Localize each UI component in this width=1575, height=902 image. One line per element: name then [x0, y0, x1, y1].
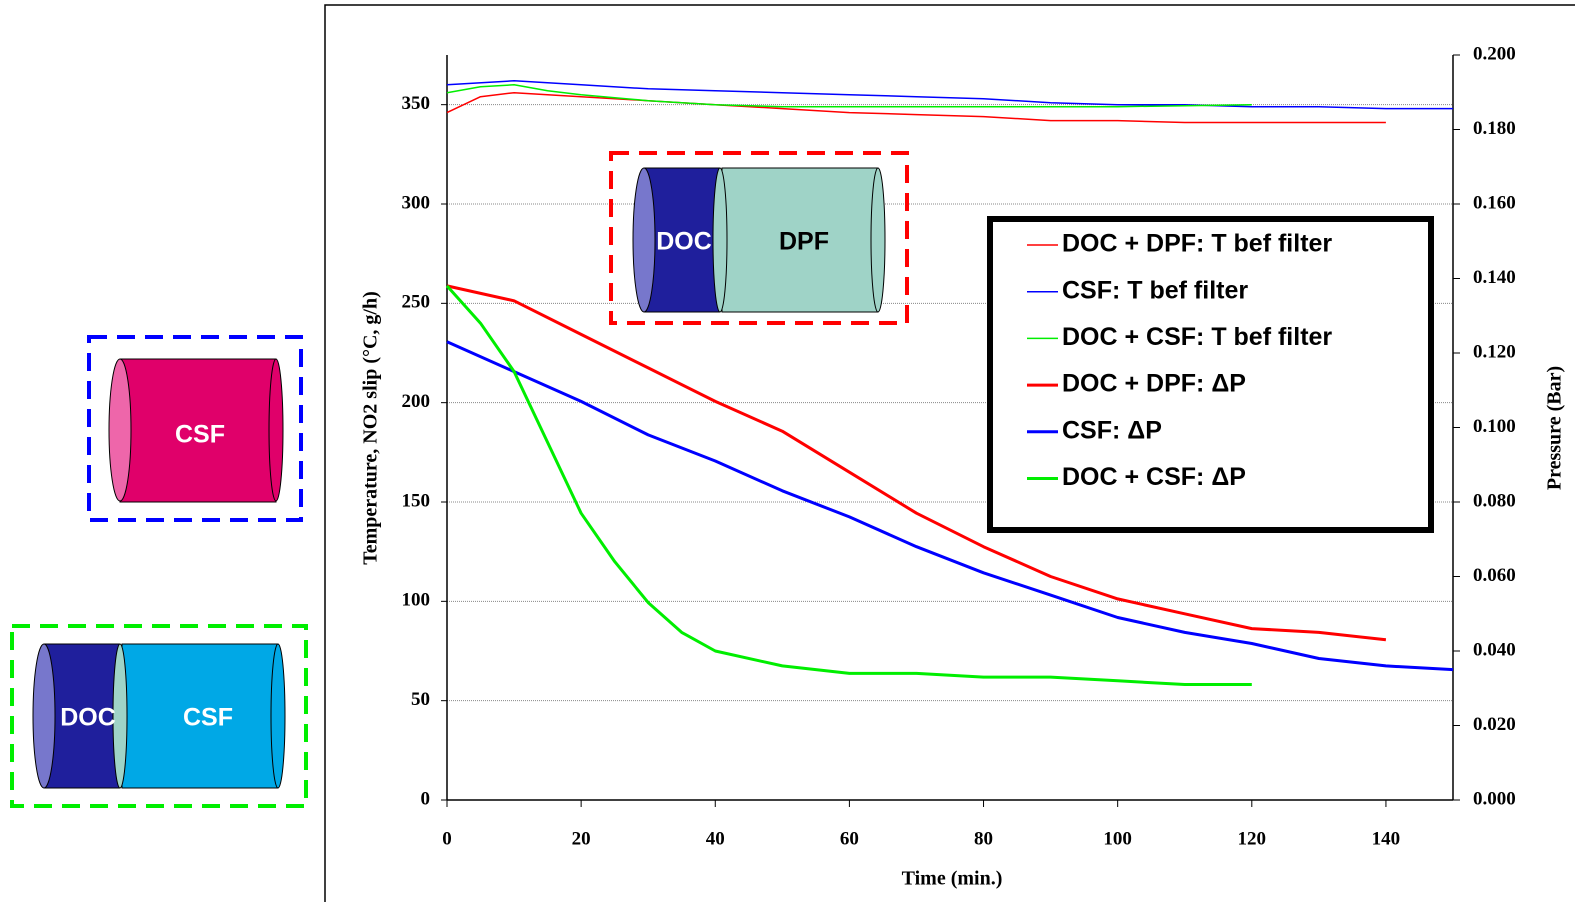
diagram-label: DPF [779, 228, 829, 256]
y-tick-label: 0 [421, 788, 431, 809]
series-line [446, 340, 1454, 672]
y2-tick-label: 0.180 [1473, 118, 1516, 139]
x-tick-label: 100 [1103, 828, 1132, 849]
y-tick-label: 250 [402, 292, 431, 313]
series-line [446, 84, 1252, 108]
y-tick-label: 150 [402, 490, 431, 511]
diagram-doc-dpf: DOC DPF [609, 151, 909, 325]
series-line [446, 284, 1387, 642]
y2-axis-label: Pressure (Bar) [1544, 366, 1566, 490]
diagram-label: CSF [183, 704, 233, 732]
x-axis-label: Time (min.) [902, 868, 1003, 890]
y2-tick-label: 0.040 [1473, 639, 1516, 660]
y2-tick-label: 0.200 [1473, 43, 1516, 64]
y-tick-label: 100 [402, 590, 431, 611]
legend-label: DOC + DPF: T bef filter [1062, 230, 1332, 258]
diagram-doc-csf: DOC CSF [10, 624, 308, 808]
x-tick-label: 60 [840, 828, 859, 849]
series-line [446, 80, 1453, 110]
y-tick-label: 350 [402, 93, 431, 114]
diagram-label: DOC [656, 228, 712, 256]
series-line [445, 284, 1252, 686]
y2-tick-label: 0.100 [1473, 416, 1516, 437]
legend-label: CSF: ΔP [1062, 416, 1162, 444]
legend-label: DOC + CSF: T bef filter [1062, 323, 1332, 351]
y2-tick-label: 0.140 [1473, 267, 1516, 288]
legend-label: CSF: T bef filter [1062, 276, 1248, 304]
y2-tick-label: 0.060 [1473, 565, 1516, 586]
x-tick-label: 140 [1372, 828, 1401, 849]
y-tick-label: 300 [402, 192, 431, 213]
y2-tick-label: 0.160 [1473, 192, 1516, 213]
legend: DOC + DPF: T bef filter CSF: T bef filter… [987, 216, 1434, 533]
plot: 0501001502002503003500.0000.0200.0400.06… [402, 43, 1516, 849]
y-tick-label: 200 [402, 391, 431, 412]
y2-tick-label: 0.020 [1473, 714, 1516, 735]
legend-label: DOC + CSF: ΔP [1062, 463, 1246, 491]
x-tick-label: 80 [974, 828, 993, 849]
diagram-csf: CSF [87, 335, 303, 522]
x-tick-label: 20 [572, 828, 591, 849]
x-tick-label: 40 [706, 828, 725, 849]
x-tick-label: 0 [442, 828, 452, 849]
series-line [446, 91, 1386, 124]
y-axis-label: Temperature, NO2 slip (°C, g/h) [360, 291, 382, 565]
diagram-label: CSF [175, 421, 225, 449]
chart-frame [324, 4, 1575, 902]
y2-tick-label: 0.080 [1473, 490, 1516, 511]
diagram-label: DOC [60, 704, 116, 732]
legend-label: DOC + DPF: ΔP [1062, 370, 1246, 398]
y2-tick-label: 0.120 [1473, 341, 1516, 362]
legend-box [987, 216, 1434, 533]
y-tick-label: 50 [411, 689, 430, 710]
x-tick-label: 120 [1238, 828, 1267, 849]
y2-tick-label: 0.000 [1473, 788, 1516, 809]
